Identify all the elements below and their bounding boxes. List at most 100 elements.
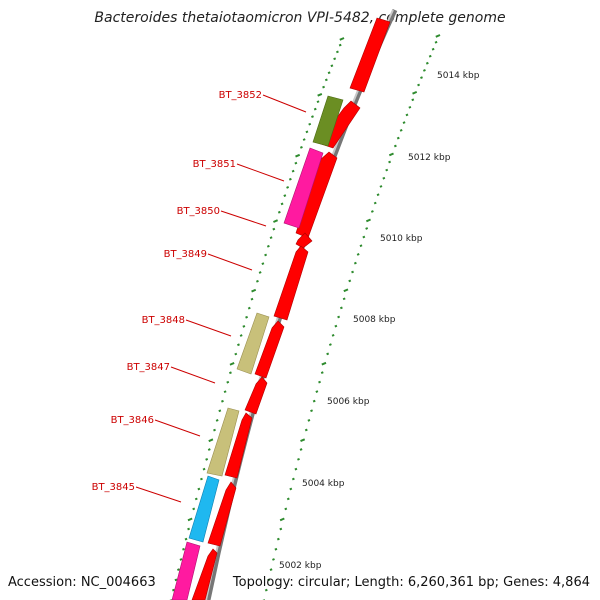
forward-strand-genes [191, 17, 391, 600]
gene-block-olive[interactable] [312, 95, 344, 147]
scale-tick [269, 236, 273, 240]
gene-arrow[interactable] [207, 481, 237, 547]
scale-tick [291, 477, 295, 481]
gene-label-bt3848[interactable]: BT_3848 [142, 315, 185, 326]
scale-tick [334, 324, 338, 328]
gene-arrow[interactable] [244, 376, 268, 415]
scale-tick [229, 362, 235, 366]
scale-tick [242, 324, 246, 328]
scale-tick [197, 487, 201, 491]
gene-label-bt3851[interactable]: BT_3851 [193, 159, 236, 170]
scale-tick [365, 218, 371, 223]
scale-tick [177, 568, 180, 572]
scale-tick [435, 34, 441, 38]
scale-tick [304, 428, 308, 432]
scale-tick [226, 380, 230, 384]
gene-block-magenta[interactable] [283, 147, 324, 229]
scale-tick [379, 185, 383, 188]
scale-tick [267, 578, 271, 582]
gene-arrow[interactable] [191, 548, 218, 600]
gene-label-bt3846[interactable]: BT_3846 [111, 415, 154, 426]
scale-label: 5010 kbp [380, 234, 423, 244]
gene-arrow[interactable] [224, 412, 253, 479]
gene-label-leaders [135, 94, 307, 503]
gene-label-bt3849[interactable]: BT_3849 [164, 249, 207, 260]
scale-tick [385, 168, 389, 172]
scale-tick [408, 105, 412, 109]
scale-tick [365, 227, 369, 230]
scale-label: 5006 kbp [327, 397, 370, 407]
scale-tick [255, 279, 259, 283]
scale-tick [339, 37, 345, 41]
scale-tick [187, 527, 191, 531]
scale-tick [356, 253, 360, 256]
scale-tick [276, 537, 280, 541]
scale-tick [264, 588, 268, 592]
scale-tick [299, 145, 303, 149]
scale-tick [376, 193, 380, 197]
scale-tick [411, 98, 415, 102]
scale-tick [258, 271, 262, 274]
gene-block-khaki[interactable] [206, 407, 240, 477]
scale-label: 5014 kbp [437, 71, 480, 81]
scale-tick [382, 176, 386, 180]
scale-tick [182, 547, 185, 551]
gene-block-khaki[interactable] [236, 312, 270, 375]
scale-tick [261, 262, 265, 266]
scale-tick [299, 448, 303, 451]
gene-label-bt3847[interactable]: BT_3847 [127, 362, 170, 373]
scale-tick [434, 40, 438, 44]
scale-tick [353, 261, 357, 265]
scale-tick [417, 83, 421, 87]
scale-tick [272, 558, 275, 561]
gene-arrow[interactable] [295, 232, 313, 249]
scale-tick [348, 279, 352, 283]
scale-tick [250, 297, 254, 301]
gene-labels: BT_3852 BT_3851 BT_3850 BT_3849 BT_3848 … [92, 90, 262, 493]
scale-tick [338, 43, 342, 47]
gene-arrow[interactable] [254, 320, 285, 379]
scale-tick [274, 547, 278, 551]
scale-tick [291, 169, 295, 173]
gene-label-bt3845[interactable]: BT_3845 [92, 482, 135, 493]
scale-tick [247, 306, 251, 310]
scale-label: 5012 kbp [408, 153, 451, 163]
scale-tick [315, 390, 319, 393]
scale-label: 5008 kbp [353, 315, 396, 325]
scale-tick [171, 588, 175, 592]
scale-tick [239, 334, 243, 337]
scale-tick [286, 497, 290, 501]
scale-tick [251, 288, 257, 293]
scale-tick [312, 399, 316, 403]
scale-tick [294, 161, 298, 165]
scale-tick [228, 371, 232, 375]
scale-tick [284, 507, 288, 511]
scale-tick [297, 457, 300, 461]
scale-tick [234, 352, 238, 356]
scale-tick [393, 144, 397, 148]
scale-tick [422, 69, 426, 72]
scale-tick [337, 315, 341, 319]
gene-block-magenta[interactable] [171, 541, 201, 600]
scale-tick [200, 477, 203, 481]
scale-tick [351, 270, 354, 274]
scale-tick [279, 517, 285, 522]
gene-label-bt3850[interactable]: BT_3850 [177, 206, 220, 217]
scale-tick [311, 115, 314, 118]
scale-tick [207, 448, 211, 451]
scale-tick [339, 306, 343, 310]
gene-arrow[interactable] [349, 17, 391, 93]
gene-arrow[interactable] [273, 245, 309, 321]
scale-tick [316, 100, 320, 104]
scale-tick [266, 244, 270, 248]
scale-tick [321, 361, 327, 366]
gene-label-bt3852[interactable]: BT_3852 [219, 90, 262, 101]
colored-genes [171, 95, 344, 600]
scale-tick [431, 47, 435, 51]
scale-tick [194, 497, 198, 501]
scale-tick [318, 380, 321, 384]
accession-text: Accession: NC_004663 [8, 575, 156, 590]
scale-tick [179, 558, 183, 561]
topology-text: Topology: circular; Length: 6,260,361 bp… [232, 575, 590, 590]
gene-block-cyan[interactable] [188, 475, 220, 543]
